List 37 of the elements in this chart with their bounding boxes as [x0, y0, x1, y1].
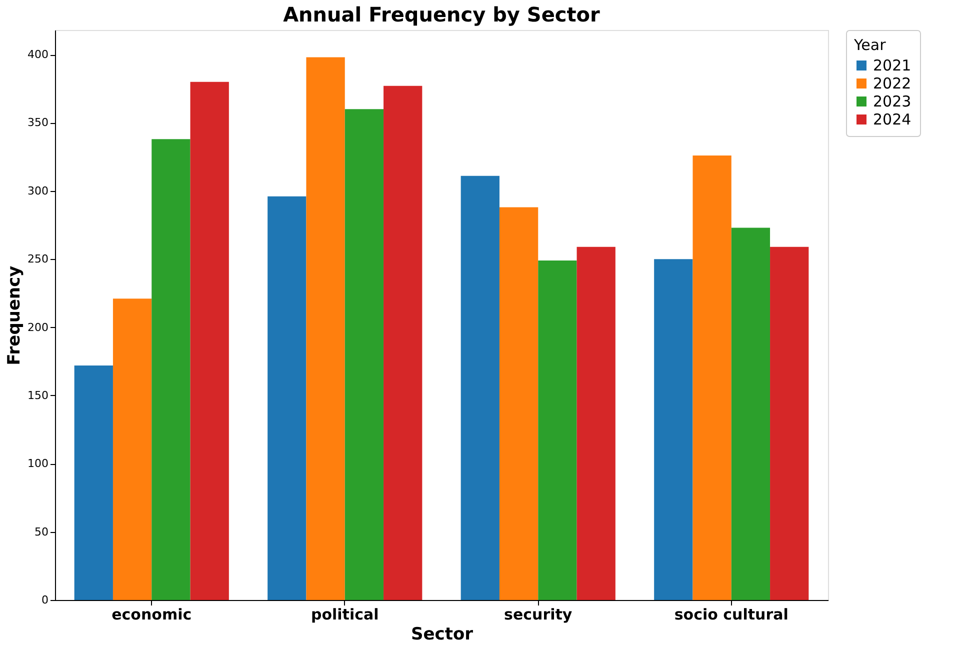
bar — [731, 228, 770, 600]
y-tick-label: 50 — [34, 525, 48, 538]
bar — [306, 57, 345, 600]
y-tick-label: 250 — [28, 252, 48, 266]
legend-label: 2021 — [873, 56, 912, 74]
bar — [112, 298, 152, 600]
bar — [538, 260, 577, 600]
legend-label: 2023 — [873, 92, 912, 110]
y-tick-label: 400 — [28, 48, 48, 62]
y-tick-label: 100 — [28, 457, 48, 470]
bar — [499, 207, 538, 600]
bar — [268, 196, 306, 600]
x-tick-label: socio cultural — [674, 606, 788, 624]
y-axis-title: Frequency — [4, 266, 25, 366]
y-tick-label: 350 — [28, 116, 48, 130]
chart-title: Annual Frequency by Sector — [283, 2, 600, 26]
y-tick-label: 150 — [28, 388, 48, 402]
bar — [344, 109, 384, 600]
bar — [74, 365, 113, 600]
bar — [190, 82, 229, 600]
bar — [460, 176, 500, 600]
bar — [384, 86, 422, 600]
legend-label: 2022 — [873, 74, 912, 92]
x-tick-label: political — [310, 606, 379, 624]
bar — [152, 139, 190, 600]
bar — [654, 259, 693, 600]
y-tick-label: 200 — [28, 320, 48, 334]
bar — [770, 246, 809, 600]
legend-label: 2024 — [873, 110, 912, 128]
y-tick-label: 300 — [28, 184, 48, 198]
legend-title: Year — [853, 36, 887, 54]
x-tick-label: economic — [112, 606, 192, 624]
bar — [692, 155, 732, 600]
x-tick-label: security — [504, 606, 572, 624]
x-axis-title: Sector — [410, 624, 474, 644]
bar — [576, 246, 616, 600]
y-tick-label: 0 — [42, 594, 48, 606]
